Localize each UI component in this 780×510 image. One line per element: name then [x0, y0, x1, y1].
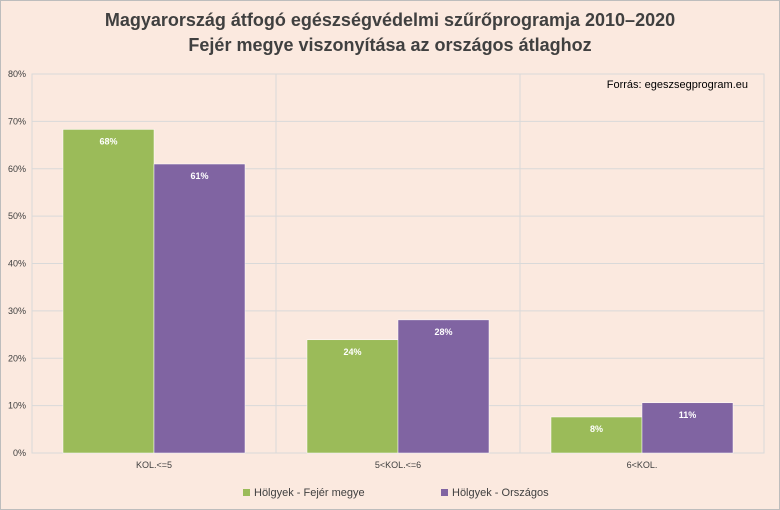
title-line-1: Magyarország átfogó egészségvédelmi szűr… — [104, 10, 676, 30]
title-line-2: Fejér megye viszonyítása az országos átl… — [188, 35, 592, 55]
data-label: 24% — [343, 347, 361, 357]
legend-swatch — [441, 489, 448, 496]
legend-label: Hölgyek - Országos — [452, 487, 549, 499]
category-label: 5<KOL.<=6 — [375, 460, 421, 470]
data-label: 68% — [99, 136, 117, 146]
data-label: 28% — [434, 327, 452, 337]
y-tick-label: 50% — [8, 211, 26, 221]
legend-label: Hölgyek - Fejér megye — [254, 487, 365, 499]
legend-swatch — [243, 489, 250, 496]
y-tick-label: 40% — [8, 259, 26, 269]
data-label: 61% — [190, 171, 208, 181]
y-tick-label: 60% — [8, 164, 26, 174]
bar — [397, 319, 490, 454]
bar — [550, 416, 643, 454]
y-tick-label: 20% — [8, 353, 26, 363]
bar — [641, 402, 734, 454]
y-tick-label: 70% — [8, 116, 26, 126]
source-note: Forrás: egeszsegprogram.eu — [607, 79, 748, 91]
category-label: KOL.<=5 — [136, 460, 172, 470]
data-label: 11% — [679, 410, 697, 420]
bar — [62, 129, 155, 454]
bar — [153, 163, 246, 454]
bar — [306, 339, 399, 454]
category-label: 6<KOL. — [627, 460, 658, 470]
chart-title: Magyarország átfogó egészségvédelmi szűr… — [0, 8, 780, 58]
y-tick-label: 10% — [8, 401, 26, 411]
y-tick-label: 0% — [13, 448, 26, 458]
y-tick-label: 30% — [8, 306, 26, 316]
y-tick-label: 80% — [8, 69, 26, 79]
data-label: 8% — [590, 424, 603, 434]
